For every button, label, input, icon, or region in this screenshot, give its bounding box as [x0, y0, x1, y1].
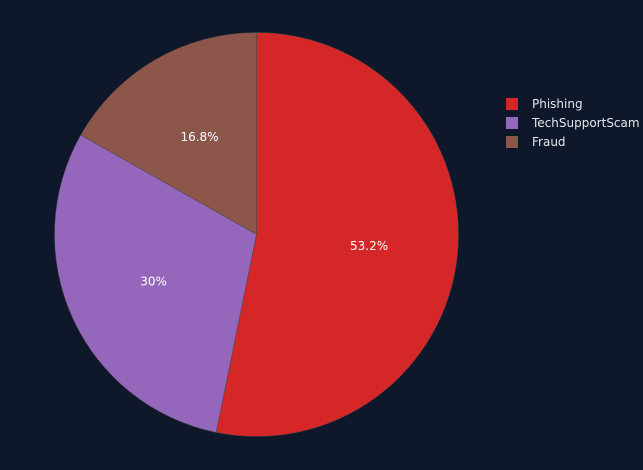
slice-label-fraud: 16.8% [180, 130, 218, 144]
pie-slice-techsupportscam[interactable] [54, 134, 257, 433]
legend-label-techsupportscam: TechSupportScam [532, 115, 640, 130]
pie-slice-phishing[interactable] [215, 32, 459, 437]
legend-item-techsupportscam[interactable]: TechSupportScam [506, 113, 643, 132]
legend-swatch-fraud [506, 135, 518, 148]
pie-slice-labels: 53.2% 30% 16.8% [140, 130, 388, 289]
legend: Phishing TechSupportScam Fraud [506, 94, 643, 151]
pie-slice-fraud[interactable] [80, 32, 257, 235]
legend-swatch-techsupportscam [506, 116, 518, 129]
legend-swatch-phishing [506, 97, 518, 110]
legend-label-fraud: Fraud [532, 134, 566, 149]
legend-item-phishing[interactable]: Phishing [506, 94, 643, 113]
legend-item-fraud[interactable]: Fraud [506, 132, 643, 151]
legend-label-phishing: Phishing [532, 96, 583, 111]
slice-label-phishing: 53.2% [350, 239, 388, 253]
pie-slices [54, 32, 459, 437]
slice-label-techsupportscam: 30% [140, 274, 167, 288]
